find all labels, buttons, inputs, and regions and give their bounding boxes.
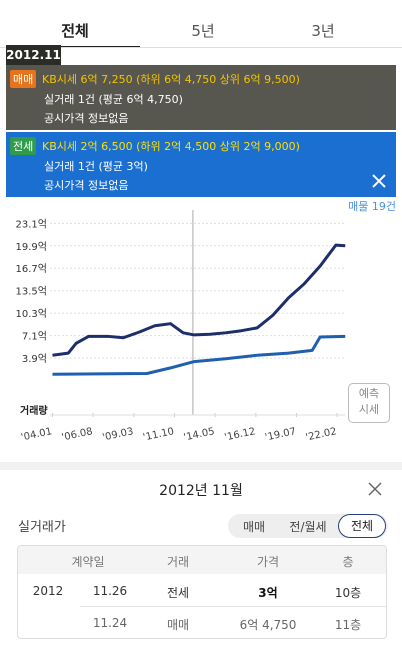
y-tick-label: 16.7억 — [16, 263, 47, 275]
close-icon[interactable] — [372, 174, 386, 188]
forecast-button[interactable]: 예측 시세 — [348, 383, 390, 423]
x-tick-label: '14.05 — [183, 426, 216, 443]
cell: 전세 — [166, 586, 190, 600]
listing-count[interactable]: 매물 19건 — [348, 200, 396, 213]
y-tick-label: 13.5억 — [16, 286, 47, 298]
y-tick-label: 7.1억 — [22, 331, 47, 343]
separator — [0, 462, 402, 470]
label: 시세 — [358, 403, 380, 416]
kb-price: KB시세 6억 7,250 (하위 6억 4,750 상위 6억 9,500) — [42, 73, 300, 86]
badge: 전세 — [10, 137, 37, 155]
cell: 6억 4,750 — [239, 618, 297, 632]
deal-table: 계약일 거래 가격 층 2012 11.26 전세 3억 10층 11.24 매… — [17, 545, 387, 639]
official-price: 공시가격 정보없음 — [44, 179, 129, 192]
cell: 10층 — [334, 586, 362, 600]
divider — [0, 47, 402, 48]
x-tick-label: '11.10 — [142, 426, 175, 443]
price-line — [52, 243, 346, 357]
cell: 3억 — [258, 586, 278, 600]
x-tick-label: '19.07 — [264, 426, 297, 443]
tab[interactable]: 3년 — [311, 22, 335, 40]
x-tick-label: '09.03 — [102, 426, 135, 443]
filter[interactable]: 매매 — [242, 520, 266, 534]
x-tick-label: '04.01 — [20, 426, 53, 443]
header-cell: 층 — [342, 555, 354, 569]
price-line — [52, 334, 346, 376]
cell: 11층 — [334, 618, 362, 632]
sale-panel: 매매 KB시세 6억 7,250 (하위 6억 4,750 상위 6억 9,50… — [6, 65, 396, 130]
official-price: 공시가격 정보없음 — [44, 112, 129, 125]
y-tick-label: 23.1억 — [16, 218, 47, 230]
cell: 11.26 — [92, 584, 128, 598]
tab[interactable]: 전체 — [61, 22, 89, 40]
table-header — [18, 546, 386, 574]
header-cell: 거래 — [166, 555, 190, 569]
badge: 매매 — [10, 70, 37, 88]
header-cell: 계약일 — [71, 555, 105, 569]
tab[interactable]: 5년 — [191, 22, 215, 40]
y-tick-label: 3.9억 — [22, 353, 47, 365]
date-badge: 2012.11 — [6, 45, 61, 65]
close-icon[interactable] — [368, 482, 382, 496]
chart: 3.9억 7.1억 10.3억 13.5억 16.7억 19.9억 23.1억 '04.01 '… — [16, 210, 346, 443]
x-tick-label: '16.12 — [224, 426, 257, 443]
deal-info: 실거래 1건 (평균 6억 4,750) — [44, 93, 183, 106]
detail-title: 2012년 11월 — [159, 483, 243, 499]
y-tick-label: 19.9억 — [16, 241, 47, 253]
x-tick-label: '22.02 — [305, 426, 338, 443]
filter[interactable]: 전/월세 — [289, 520, 327, 534]
section-title: 실거래가 — [18, 520, 66, 535]
x-tick-label: '06.08 — [61, 426, 94, 443]
cell: 11.24 — [92, 616, 128, 630]
header-cell: 가격 — [256, 555, 280, 569]
volume-label: 거래량 — [20, 404, 48, 417]
jeonse-panel: 전세 KB시세 2억 6,500 (하위 2억 4,500 상위 2억 9,00… — [6, 132, 396, 197]
y-tick-label: 10.3억 — [16, 308, 47, 320]
kb-price: KB시세 2억 6,500 (하위 2억 4,500 상위 2억 9,000) — [42, 140, 300, 153]
cell: 2012 — [32, 584, 64, 598]
label: 예측 — [358, 387, 380, 400]
row-divider — [80, 606, 386, 607]
cell: 매매 — [166, 618, 190, 632]
filter[interactable]: 전체 — [338, 514, 386, 538]
deal-info: 실거래 1건 (평균 3억) — [44, 160, 148, 173]
